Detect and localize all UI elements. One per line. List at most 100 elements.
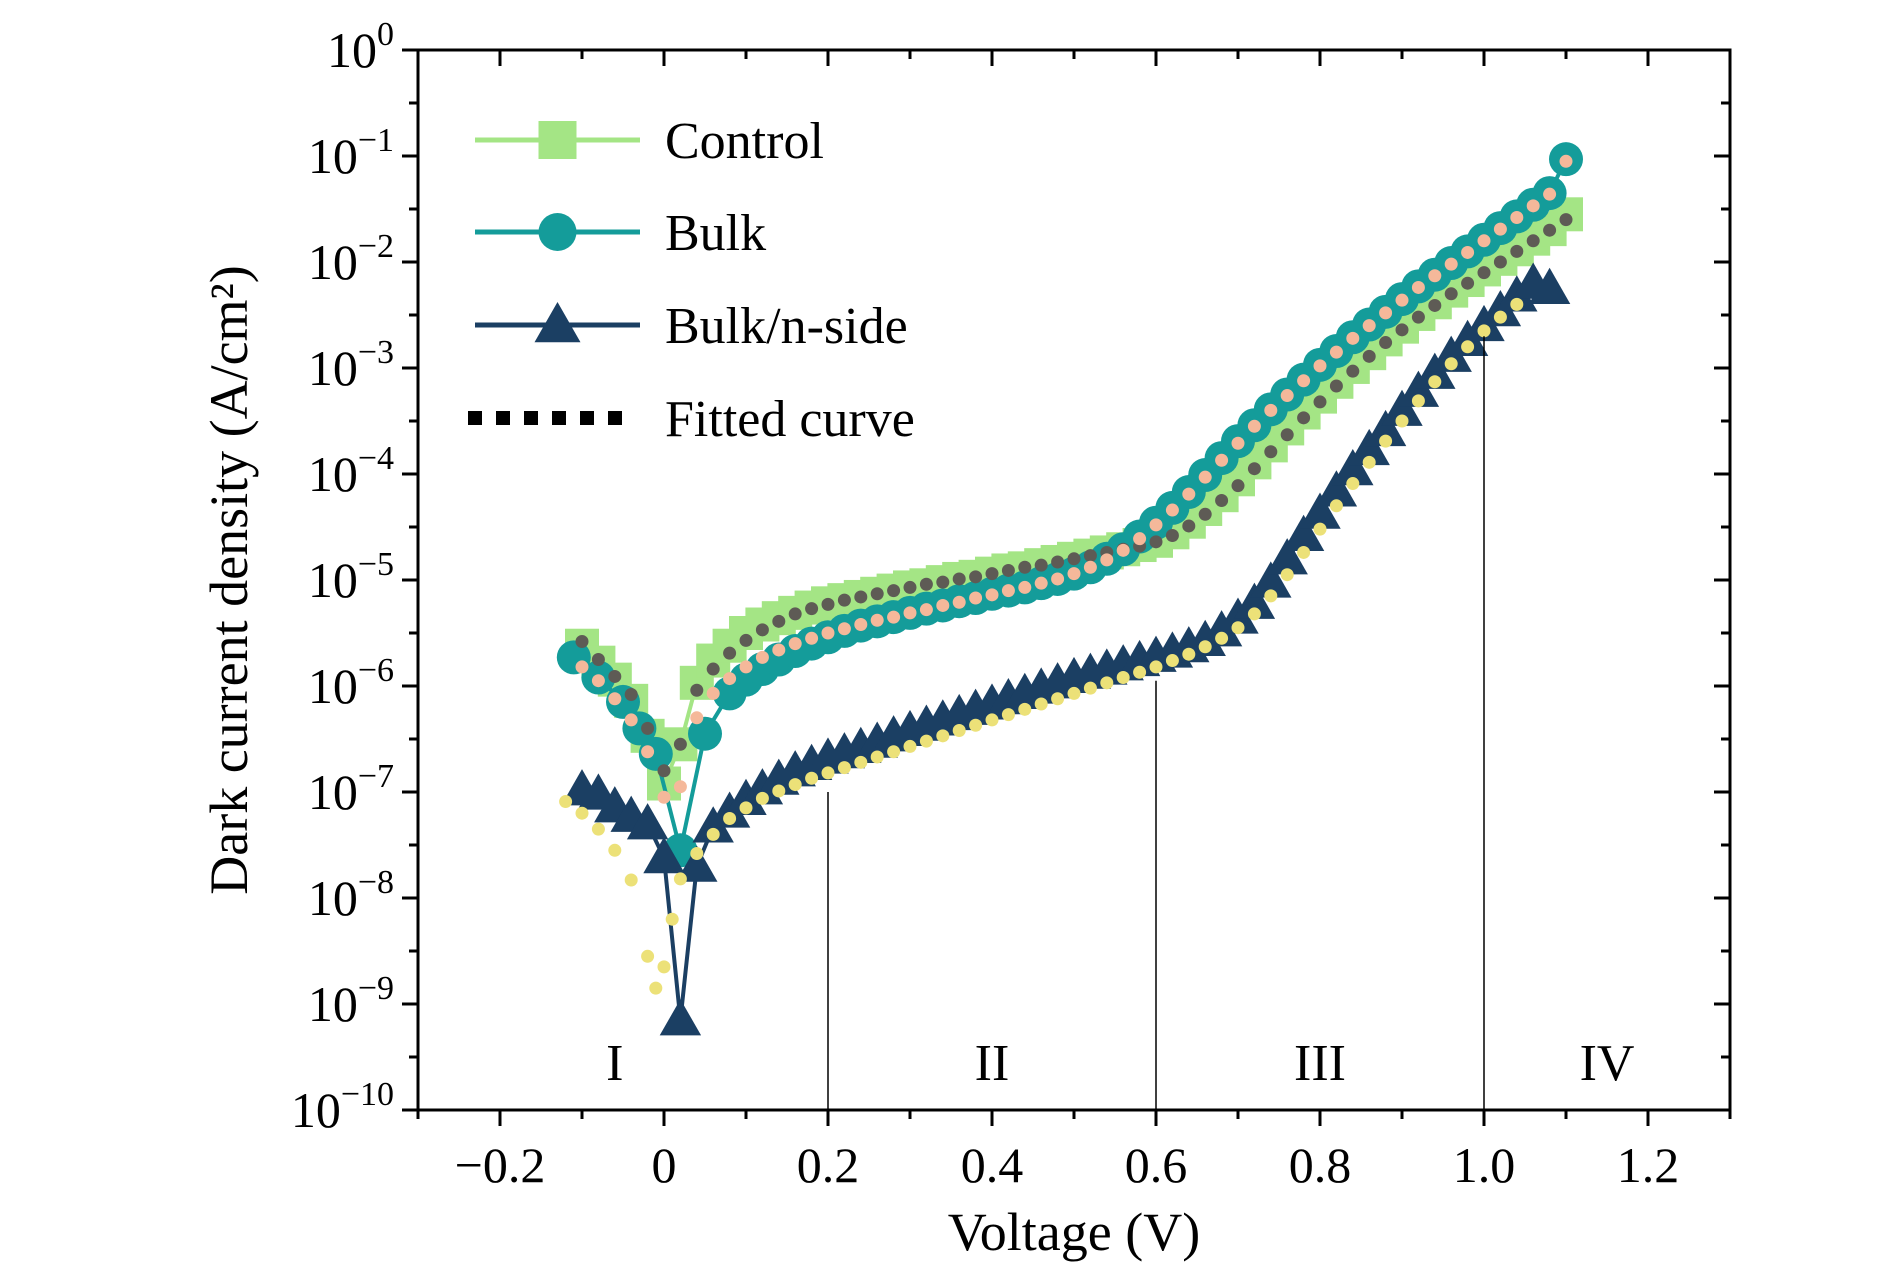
fit-point	[1362, 455, 1376, 469]
fit-point	[1280, 568, 1294, 582]
fit-point	[1083, 549, 1097, 563]
y-tick-label: 10−10	[291, 1076, 394, 1138]
fit-point	[1198, 507, 1212, 521]
fit-point	[1362, 319, 1376, 333]
fit-point	[1329, 499, 1343, 513]
fit-point	[854, 618, 868, 632]
fit-point	[1067, 567, 1081, 581]
fit-point	[837, 761, 851, 775]
fit-point	[1461, 245, 1475, 259]
fit-point	[739, 660, 753, 674]
fit-square	[575, 213, 1573, 778]
fit-point	[772, 614, 786, 628]
legend: Control Bulk Bulk/n-side Fitted curve	[468, 113, 915, 448]
fit-point	[1165, 503, 1179, 517]
fit-point	[1198, 640, 1212, 654]
region-label: IV	[1580, 1035, 1635, 1092]
data-point	[1184, 619, 1226, 656]
fit-point	[1083, 681, 1097, 695]
fit-point	[887, 745, 901, 759]
fit-point	[1182, 519, 1196, 533]
fit-point	[1461, 340, 1475, 354]
fit-point	[1297, 411, 1311, 425]
fit-point	[657, 790, 671, 804]
fit-point	[821, 597, 835, 611]
fit-point	[1411, 280, 1425, 294]
fit-point	[706, 827, 720, 841]
fit-point	[641, 745, 655, 759]
legend-fit-dot	[524, 411, 538, 425]
data-point	[1348, 428, 1390, 466]
fit-point	[1051, 572, 1065, 586]
fit-point	[887, 610, 901, 624]
fit-point	[870, 750, 884, 764]
fit-point	[1379, 434, 1393, 448]
fit-point	[575, 634, 589, 648]
fit-point	[1247, 462, 1261, 476]
fit-point	[1444, 257, 1458, 271]
fit-point	[1198, 470, 1212, 484]
fit-point	[1247, 607, 1261, 621]
fit-point	[1297, 545, 1311, 559]
fit-point	[1018, 560, 1032, 574]
fit-point	[1280, 428, 1294, 442]
fit-point	[805, 771, 819, 785]
fit-point	[1182, 487, 1196, 501]
legend-fit-dot	[580, 411, 594, 425]
fit-point	[1116, 671, 1130, 685]
fit-point	[1559, 154, 1573, 168]
fit-point	[1247, 419, 1261, 433]
fit-point	[1034, 576, 1048, 590]
fit-point	[673, 780, 687, 794]
data-point	[1315, 470, 1358, 507]
fit-point	[641, 721, 655, 735]
fit-point	[1133, 532, 1147, 546]
fit-point	[1526, 234, 1540, 248]
fit-point	[936, 575, 950, 589]
fit-point	[1051, 692, 1065, 706]
fit-point	[1477, 234, 1491, 248]
fit-point	[788, 637, 802, 651]
fit-point	[608, 843, 622, 857]
y-tick-label: 10−3	[308, 334, 394, 396]
fit-point	[919, 603, 933, 617]
fit-point	[755, 623, 769, 637]
fit-point	[1395, 293, 1409, 307]
fit-point	[1149, 535, 1163, 549]
fit-point	[1215, 453, 1229, 467]
fit-point	[854, 590, 868, 604]
fit-point	[673, 872, 687, 886]
fit-point	[723, 672, 737, 686]
legend-marker	[538, 213, 577, 251]
fit-point	[690, 711, 704, 725]
series-circle	[556, 142, 1583, 868]
fit-point	[608, 692, 622, 706]
data-point	[626, 803, 669, 840]
fit-point	[805, 631, 819, 645]
x-tick-label: 0.4	[961, 1137, 1024, 1193]
fit-point	[1395, 323, 1409, 337]
fit-point	[887, 584, 901, 598]
fit-point	[919, 734, 933, 748]
data-point	[1282, 514, 1325, 552]
legend-label: Bulk/n-side	[665, 298, 908, 355]
fit-point	[772, 784, 786, 798]
data-point	[659, 999, 702, 1036]
fit-point	[969, 591, 983, 605]
data-point	[741, 768, 784, 805]
fit-point	[657, 764, 671, 778]
legend-label: Control	[665, 113, 824, 170]
legend-label-fitted: Fitted curve	[665, 391, 915, 448]
fit-point	[1493, 255, 1507, 269]
legend-marker	[538, 121, 577, 159]
fit-point	[1231, 436, 1245, 450]
fit-point	[1100, 676, 1114, 690]
fit-point	[1346, 364, 1360, 378]
fit-point	[952, 595, 966, 609]
fit-point	[1182, 647, 1196, 661]
fit-point	[821, 766, 835, 780]
region-label: II	[975, 1035, 1010, 1092]
fit-point	[919, 577, 933, 591]
fit-point	[1001, 563, 1015, 577]
